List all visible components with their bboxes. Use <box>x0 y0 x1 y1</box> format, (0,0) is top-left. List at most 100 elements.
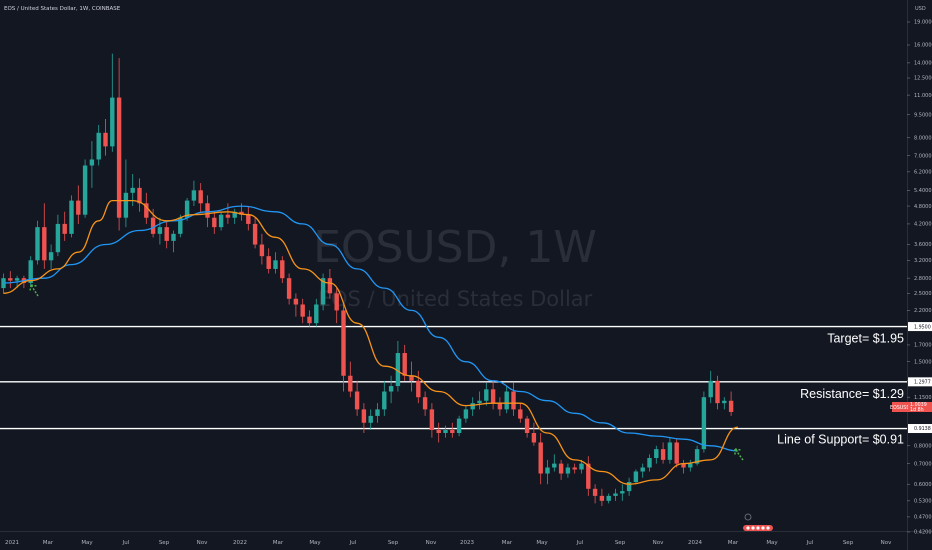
candle-body <box>171 233 176 241</box>
candle-body <box>334 293 339 311</box>
candle <box>361 403 367 434</box>
candle <box>300 298 305 324</box>
candle-body <box>62 223 67 234</box>
candle-body <box>572 467 577 470</box>
event-marker[interactable] <box>743 513 773 531</box>
level-price-tag-label: 1.2977 <box>914 380 931 386</box>
level-price-tag <box>908 377 932 387</box>
candle <box>375 403 380 423</box>
price-tick-label: 1.1500 <box>914 395 932 401</box>
candle-body <box>307 316 312 324</box>
candle-body <box>348 375 353 392</box>
candle-body <box>164 227 169 241</box>
candle <box>463 405 469 423</box>
candle <box>35 220 40 265</box>
candle <box>320 273 326 311</box>
time-tick-label: May <box>309 540 321 546</box>
time-axis[interactable]: 2021 Mar May Jul Sep Nov 2022 Mar May Jul Sep Nov 20… <box>5 540 892 546</box>
candle <box>110 53 115 152</box>
price-tick-label: 5.4000 <box>914 188 932 194</box>
candle-body <box>633 471 639 483</box>
candle-body <box>212 217 217 228</box>
candle-body <box>470 403 475 410</box>
candle-body <box>96 132 101 160</box>
annotation-label: Target= $1.95 <box>827 332 904 346</box>
candle <box>382 380 387 416</box>
time-tick-label: Jul <box>576 540 584 546</box>
candle-body <box>239 211 244 215</box>
candle-body <box>558 463 564 474</box>
price-tick-label: 2.8000 <box>914 276 932 282</box>
candle <box>354 380 360 416</box>
candle <box>144 192 149 224</box>
candle-body <box>477 400 482 404</box>
candle <box>137 178 142 212</box>
candle <box>470 397 475 416</box>
candle <box>368 409 373 430</box>
currency-label: USD <box>915 6 926 12</box>
candle-body <box>341 310 346 376</box>
watermark-name: EOS / United States Dollar <box>318 287 593 311</box>
candle-body <box>660 449 666 460</box>
candle <box>586 456 591 496</box>
candle <box>436 422 441 443</box>
price-tick-label: 0.5300 <box>914 499 932 505</box>
candle-body <box>280 260 285 279</box>
candles <box>1 53 734 506</box>
candle-body <box>35 227 40 261</box>
candle <box>212 211 217 234</box>
candle <box>76 185 81 224</box>
candle-body <box>450 430 455 434</box>
price-tick-label: 0.8000 <box>914 443 932 449</box>
price-tick-label: 7.0000 <box>914 153 932 159</box>
annotations: Target= $1.95 Resistance= $1.29 Line of Su… <box>777 332 904 447</box>
annotation-label: Line of Support= $0.91 <box>777 433 904 447</box>
price-tick-label: 19.0000 <box>914 20 932 26</box>
candle <box>82 159 88 218</box>
candle-body <box>626 482 632 492</box>
time-tick-label: May <box>81 540 93 546</box>
candle <box>164 220 169 249</box>
candle <box>89 141 95 188</box>
candle-body <box>402 353 407 376</box>
candle-body <box>259 244 265 257</box>
time-tick-label: Jul <box>122 540 130 546</box>
candle <box>626 477 632 496</box>
candle-body <box>599 495 605 501</box>
candle <box>633 469 639 485</box>
candle <box>422 391 428 416</box>
moving-averages <box>3 199 739 485</box>
candle-body <box>586 463 591 489</box>
candle <box>715 375 720 410</box>
candle <box>443 425 448 438</box>
candle <box>620 484 625 501</box>
candle-body <box>654 449 659 459</box>
candle-body <box>579 463 584 470</box>
candle-body <box>647 458 652 468</box>
candle-body <box>103 132 108 147</box>
candle <box>409 361 414 392</box>
candle-body <box>293 298 299 305</box>
candle-body <box>375 409 380 416</box>
time-tick-label: Mar <box>43 540 54 546</box>
annotation-label: Resistance= $1.29 <box>800 387 904 401</box>
candle <box>171 230 176 253</box>
candle-body <box>218 214 224 228</box>
time-tick-label: Nov <box>881 540 892 546</box>
candle <box>701 391 707 453</box>
candle <box>518 403 523 423</box>
price-axis[interactable]: 19.0000 16.0000 14.0000 12.5000 11.0000 9.500… <box>907 20 932 536</box>
level-price-tag <box>908 424 932 434</box>
last-price-tag: EOSUSD 1.0039 1d 8h <box>890 402 932 413</box>
candle-body <box>429 409 435 430</box>
candle-body <box>715 380 720 404</box>
candle-body <box>354 391 360 410</box>
candle-body <box>8 278 13 281</box>
price-tick-label: 16.0000 <box>914 43 932 49</box>
price-tick-label: 0.6000 <box>914 482 932 488</box>
candle-body <box>463 409 469 419</box>
candle-body <box>416 380 421 398</box>
time-tick-label: Nov <box>197 540 208 546</box>
candle <box>681 459 686 474</box>
